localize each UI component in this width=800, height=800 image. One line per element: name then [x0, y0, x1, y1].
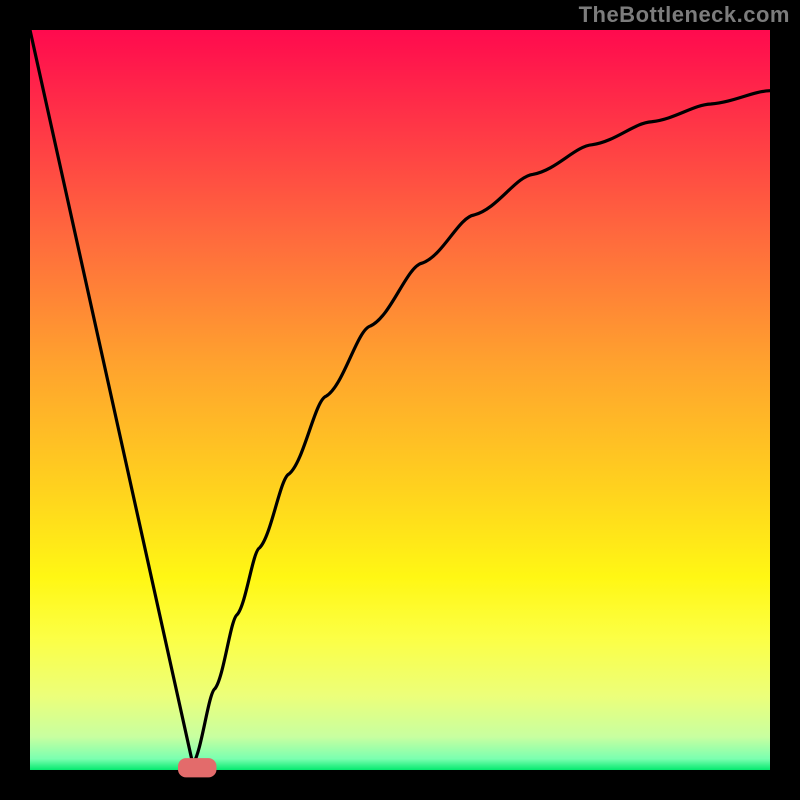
watermark-text: TheBottleneck.com: [579, 2, 790, 28]
bottleneck-chart: [0, 0, 800, 800]
optimal-marker: [178, 758, 216, 777]
chart-stage: TheBottleneck.com: [0, 0, 800, 800]
plot-area: [30, 30, 770, 770]
